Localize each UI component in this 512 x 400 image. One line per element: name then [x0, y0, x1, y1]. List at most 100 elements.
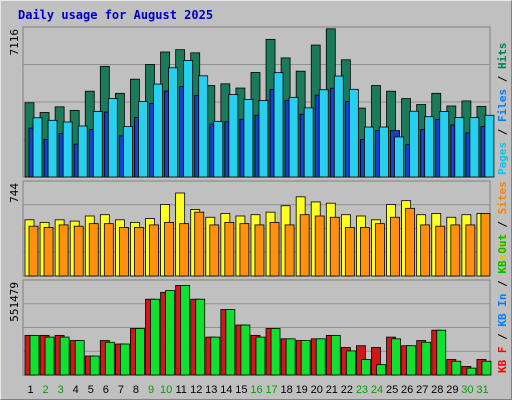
legend-separator: / [496, 122, 509, 142]
x-tick-label-29: 29 [446, 384, 458, 396]
x-tick-label-4: 4 [73, 384, 79, 396]
bar-top-pages-2 [47, 119, 58, 178]
bar-top-pages-11 [183, 60, 194, 178]
x-tick-label-22: 22 [341, 384, 353, 396]
bar-bottom-kb-out-7 [119, 343, 130, 376]
x-tick-label-18: 18 [281, 384, 293, 396]
bar-bottom-kb-out-6 [104, 341, 115, 376]
bar-top-pages-30 [469, 117, 480, 178]
bar-top-pages-4 [77, 125, 88, 178]
chart-title: Daily usage for August 2025 [18, 8, 213, 22]
bar-middle-sites-5 [88, 223, 99, 277]
bar-bottom-kb-out-25 [391, 338, 401, 376]
legend-separator: / [496, 327, 509, 347]
bar-middle-sites-18 [284, 224, 295, 277]
legend-bottom: KB F / KB In / KB Out [496, 234, 509, 373]
x-tick-label-31: 31 [476, 384, 488, 396]
bar-bottom-kb-out-3 [59, 336, 70, 376]
bar-top-pages-23 [364, 126, 374, 178]
bar-middle-sites-19 [299, 214, 310, 277]
bar-middle-sites-13 [209, 224, 220, 277]
x-tick-label-2: 2 [43, 384, 49, 396]
bar-bottom-kb-out-1 [29, 334, 40, 376]
bar-middle-sites-21 [329, 216, 340, 277]
bar-bottom-kb-out-31 [481, 360, 492, 376]
bar-top-pages-5 [92, 111, 103, 178]
bar-top-pages-17 [273, 72, 284, 178]
bar-top-pages-7 [122, 126, 133, 178]
legend-item-files: Files [496, 89, 509, 122]
bar-middle-sites-8 [134, 227, 144, 277]
bar-middle-sites-30 [465, 224, 476, 277]
x-tick-label-30: 30 [461, 384, 473, 396]
bar-bottom-kb-out-29 [451, 360, 462, 376]
bar-bottom-kb-out-2 [44, 336, 55, 376]
legend-top: Pages / Files / Hits [496, 43, 509, 176]
bar-middle-sites-16 [254, 224, 265, 277]
bar-middle-sites-27 [420, 224, 431, 277]
bar-top-pages-31 [484, 114, 495, 178]
bar-top-pages-8 [138, 101, 148, 178]
bar-middle-sites-6 [103, 223, 114, 277]
bar-middle-sites-14 [224, 221, 235, 277]
bar-bottom-kb-out-8 [135, 328, 145, 376]
x-tick-label-20: 20 [311, 384, 323, 396]
x-tick-label-24: 24 [371, 384, 383, 396]
bar-bottom-kb-f-24 [371, 347, 381, 376]
bar-top-pages-6 [107, 98, 118, 178]
max-label-top: 7116 [8, 29, 21, 56]
legend-item-kb-out: KB Out [496, 234, 509, 274]
legend-separator: / [496, 214, 509, 234]
bar-bottom-kb-out-15 [240, 324, 251, 376]
bar-bottom-kb-out-18 [285, 338, 296, 376]
bar-bottom-kb-out-4 [74, 340, 85, 376]
bar-middle-sites-15 [239, 223, 250, 277]
bar-bottom-kb-out-14 [225, 309, 236, 376]
x-tick-label-14: 14 [220, 384, 232, 396]
x-tick-label-21: 21 [326, 384, 338, 396]
bar-bottom-kb-out-12 [195, 298, 206, 376]
bar-top-pages-29 [454, 117, 465, 178]
legend-separator: / [496, 274, 509, 294]
bar-middle-sites-7 [118, 227, 129, 277]
bar-top-pages-10 [168, 67, 178, 178]
x-tick-label-26: 26 [401, 384, 413, 396]
x-tick-label-3: 3 [58, 384, 64, 396]
bar-top-pages-15 [243, 99, 254, 178]
legend-item-pages: Pages [496, 142, 509, 175]
bar-middle-sites-1 [28, 225, 39, 277]
bar-bottom-kb-out-17 [270, 328, 281, 376]
x-tick-label-17: 17 [265, 384, 277, 396]
bar-top-pages-9 [153, 83, 163, 178]
bar-middle-sites-12 [194, 211, 205, 277]
bar-middle-sites-25 [390, 216, 400, 277]
bar-middle-sites-4 [73, 225, 84, 277]
x-tick-label-19: 19 [296, 384, 308, 396]
bar-middle-sites-28 [435, 225, 446, 277]
bar-bottom-kb-out-26 [406, 345, 417, 376]
x-tick-label-16: 16 [250, 384, 262, 396]
bar-middle-sites-10 [164, 221, 174, 277]
x-tick-label-28: 28 [431, 384, 443, 396]
bar-bottom-kb-out-5 [89, 355, 100, 376]
bar-bottom-kb-out-20 [315, 338, 326, 376]
x-tick-label-27: 27 [416, 384, 428, 396]
bar-middle-sites-22 [344, 227, 355, 277]
bar-middle-sites-17 [269, 221, 280, 277]
bar-middle-sites-9 [149, 224, 159, 277]
bar-bottom-kb-out-24 [376, 364, 386, 376]
bar-bottom-kb-out-27 [421, 341, 432, 376]
bar-top-pages-16 [258, 100, 269, 178]
bar-middle-sites-2 [43, 227, 54, 277]
bar-middle-sites-31 [480, 213, 491, 277]
x-tick-label-23: 23 [356, 384, 368, 396]
x-tick-label-13: 13 [205, 384, 217, 396]
x-tick-label-5: 5 [88, 384, 94, 396]
bar-top-pages-25 [394, 136, 404, 178]
bar-bottom-kb-out-16 [255, 336, 266, 376]
bar-top-pages-24 [379, 126, 389, 178]
bar-bottom-kb-out-11 [180, 285, 191, 376]
x-tick-label-6: 6 [103, 384, 109, 396]
bar-top-pages-13 [213, 120, 224, 178]
bar-top-pages-1 [32, 117, 43, 178]
